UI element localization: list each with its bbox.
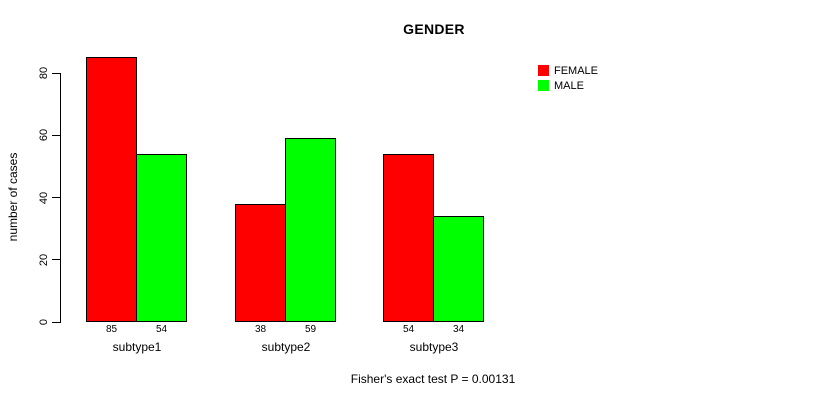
x-category-label: subtype2	[261, 340, 311, 354]
legend-item-male: MALE	[538, 79, 598, 92]
legend-item-female: FEMALE	[538, 64, 599, 77]
bar-female-subtype3	[383, 153, 434, 322]
y-tick-label: 60	[38, 129, 50, 142]
bar-female-subtype1	[86, 57, 137, 322]
y-tick-label: 0	[38, 318, 50, 326]
bar-male-subtype3	[433, 216, 484, 322]
y-tick-label: 80	[38, 66, 50, 80]
y-tick-mark	[52, 197, 60, 198]
legend-swatch-male	[538, 80, 549, 91]
bar-value-label: 59	[304, 324, 317, 335]
bar-female-subtype2	[235, 203, 286, 322]
y-tick-label: 40	[38, 191, 50, 204]
y-axis	[60, 73, 61, 323]
bar-value-label: 54	[402, 324, 415, 335]
y-tick-mark	[52, 259, 60, 261]
bar-value-label: 85	[105, 324, 118, 335]
x-category-label: subtype1	[112, 340, 162, 354]
y-tick-mark	[52, 321, 60, 323]
bar-male-subtype2	[285, 138, 336, 322]
bar-male-subtype1	[136, 153, 187, 322]
chart-title: GENDER	[403, 21, 465, 37]
bar-value-label: 34	[452, 324, 465, 335]
legend-label: FEMALE	[554, 64, 599, 77]
legend-label: MALE	[554, 79, 584, 92]
annotation-text: Fisher's exact test P = 0.00131	[350, 372, 516, 386]
bar-value-label: 38	[254, 324, 267, 335]
y-axis-label: number of cases	[6, 152, 20, 242]
y-tick-mark	[52, 134, 60, 136]
bar-value-label: 54	[155, 324, 168, 335]
y-tick-label: 20	[38, 253, 50, 266]
legend-swatch-female	[538, 65, 549, 76]
y-tick-mark	[52, 72, 60, 74]
x-category-label: subtype3	[409, 340, 459, 354]
legend: FEMALE MALE	[538, 65, 598, 95]
